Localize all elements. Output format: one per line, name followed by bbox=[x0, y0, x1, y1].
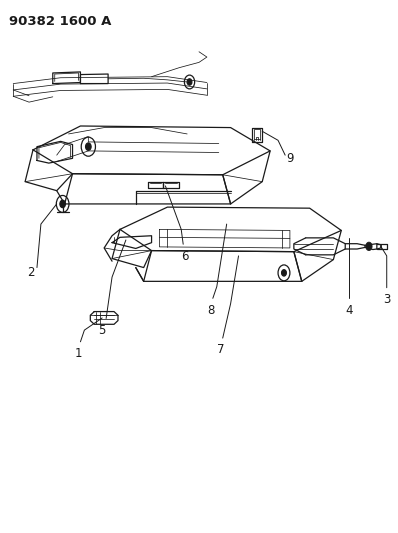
Circle shape bbox=[366, 242, 372, 251]
Circle shape bbox=[282, 270, 286, 276]
Text: 9: 9 bbox=[287, 152, 294, 165]
Text: 4: 4 bbox=[345, 304, 353, 317]
Circle shape bbox=[60, 200, 65, 208]
Circle shape bbox=[187, 79, 192, 85]
Text: 8: 8 bbox=[207, 304, 215, 317]
Text: 1: 1 bbox=[75, 347, 82, 360]
Text: 3: 3 bbox=[383, 293, 390, 306]
Text: 2: 2 bbox=[27, 266, 35, 279]
Text: 7: 7 bbox=[217, 343, 224, 357]
Text: 90382 1600 A: 90382 1600 A bbox=[9, 14, 112, 28]
Text: 5: 5 bbox=[98, 324, 106, 337]
Circle shape bbox=[86, 143, 91, 150]
Text: 6: 6 bbox=[181, 249, 189, 263]
